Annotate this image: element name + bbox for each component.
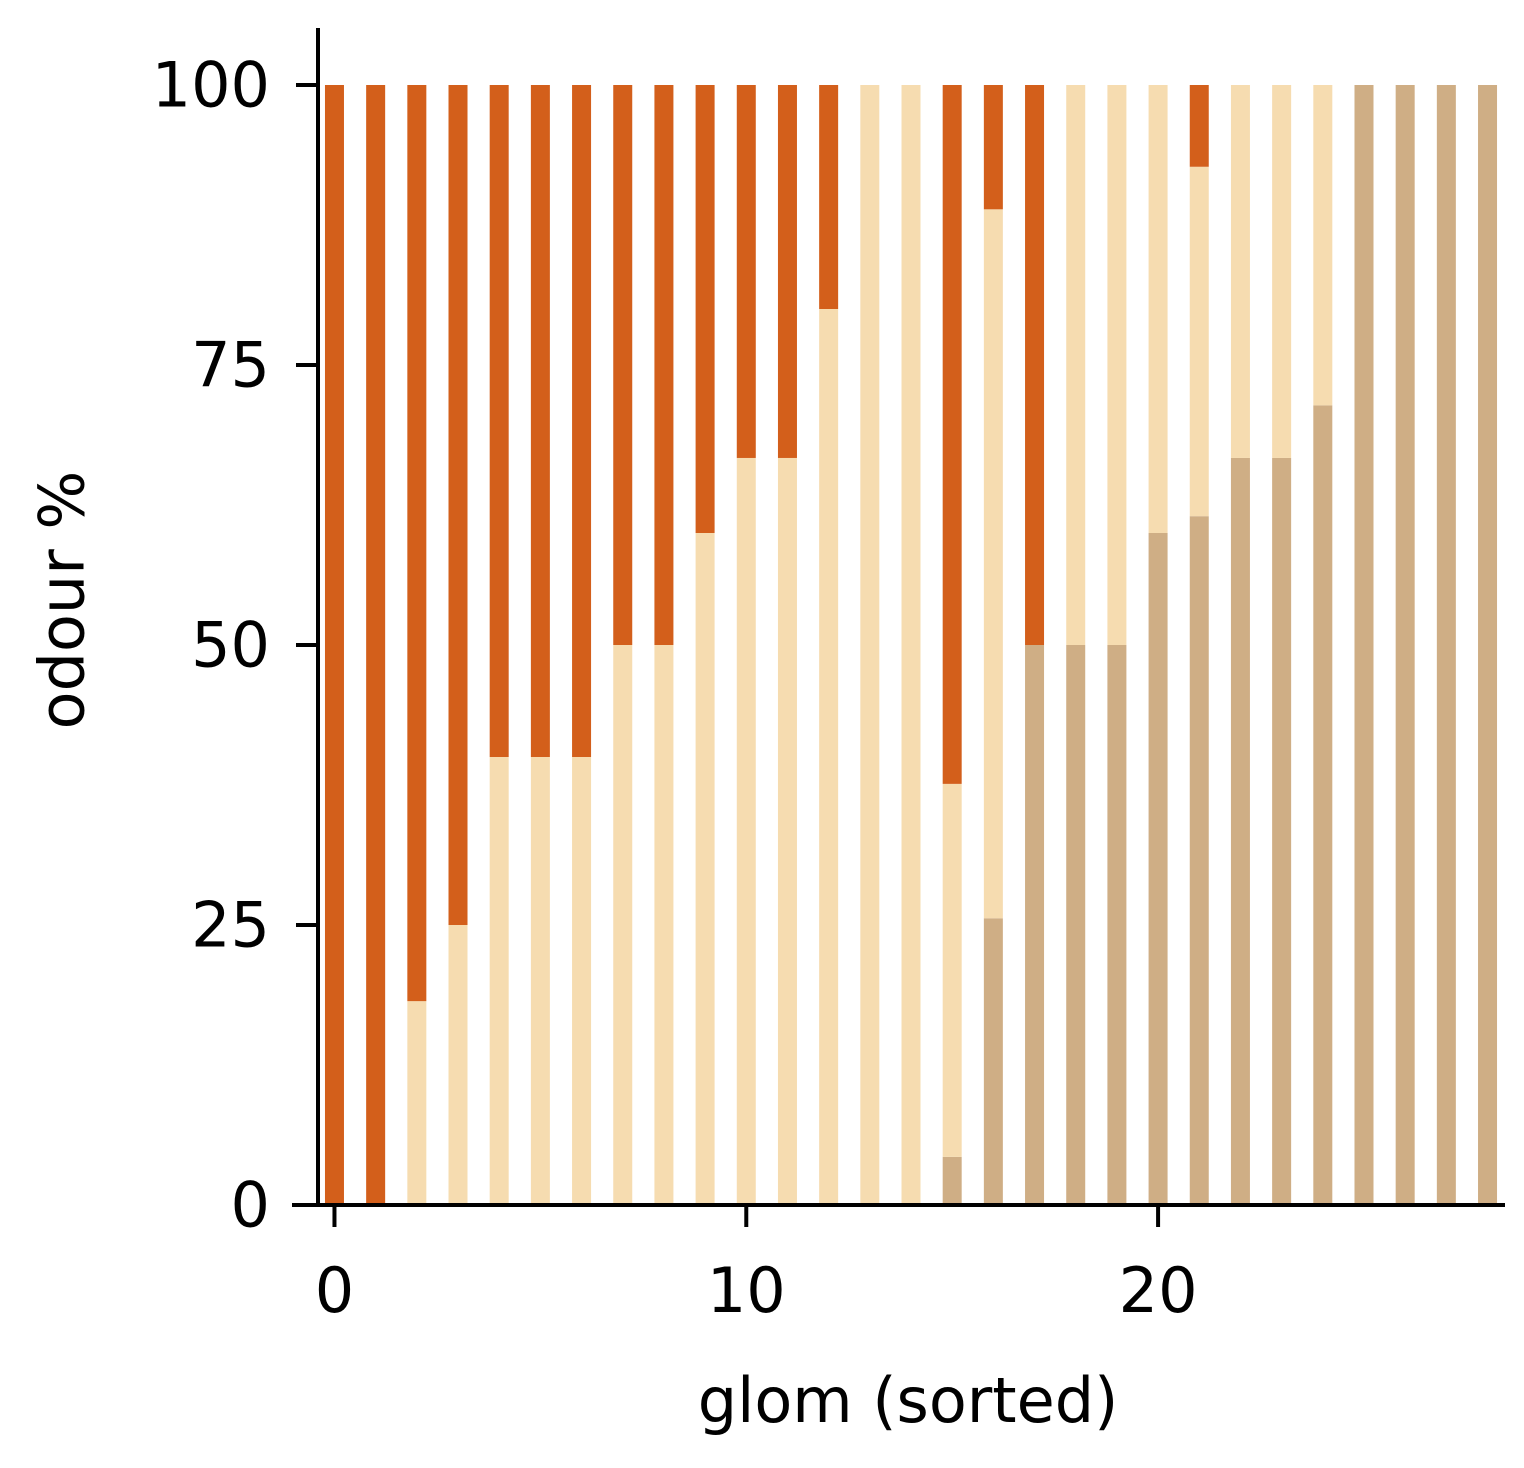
x-tick-label-20: 20 bbox=[1119, 1254, 1198, 1327]
bar-5-top bbox=[530, 85, 550, 757]
bar-16-bottom bbox=[983, 918, 1003, 1205]
y-axis-title: odour % bbox=[26, 471, 99, 730]
bar-11-middle bbox=[777, 457, 797, 1206]
bar-22-middle bbox=[1230, 85, 1250, 458]
bar-4-top bbox=[489, 85, 509, 757]
bar-15-middle bbox=[942, 783, 962, 1157]
bar-24-bottom bbox=[1313, 405, 1333, 1205]
bar-15-bottom bbox=[942, 1156, 962, 1205]
bar-17-top bbox=[1025, 85, 1045, 645]
bar-4-middle bbox=[489, 757, 509, 1205]
bar-7-top bbox=[613, 85, 633, 645]
bar-6-top bbox=[572, 85, 592, 757]
bar-18-middle bbox=[1066, 85, 1086, 645]
bar-15-top bbox=[942, 85, 962, 784]
bar-20-bottom bbox=[1148, 533, 1168, 1205]
bar-10-middle bbox=[736, 457, 756, 1206]
y-tick-label-50: 50 bbox=[191, 609, 270, 682]
bar-26-bottom bbox=[1395, 85, 1415, 1205]
bar-8-middle bbox=[654, 645, 674, 1205]
bar-2-top bbox=[407, 85, 427, 1002]
bars-layer bbox=[324, 85, 1498, 1206]
bar-23-middle bbox=[1272, 85, 1292, 458]
bar-12-top bbox=[819, 85, 839, 309]
bar-3-middle bbox=[448, 925, 468, 1205]
bar-23-bottom bbox=[1272, 457, 1292, 1206]
bar-2-middle bbox=[407, 1001, 427, 1205]
bar-9-middle bbox=[695, 533, 715, 1205]
y-tick-label-0: 0 bbox=[231, 1169, 270, 1242]
bar-14-middle bbox=[901, 85, 921, 1205]
bar-19-bottom bbox=[1107, 645, 1127, 1205]
bar-19-middle bbox=[1107, 85, 1127, 645]
y-tick-label-25: 25 bbox=[191, 889, 270, 962]
bar-10-top bbox=[736, 85, 756, 458]
bar-6-middle bbox=[572, 757, 592, 1205]
bar-16-middle bbox=[983, 209, 1003, 919]
bar-24-middle bbox=[1313, 85, 1333, 406]
bar-1-top bbox=[366, 85, 386, 1205]
bar-17-bottom bbox=[1025, 645, 1045, 1205]
bar-16-top bbox=[983, 85, 1003, 210]
bar-28-bottom bbox=[1478, 85, 1498, 1205]
bar-27-bottom bbox=[1436, 85, 1456, 1205]
bar-13-middle bbox=[860, 85, 880, 1205]
bar-0-top bbox=[324, 85, 344, 1205]
bar-8-top bbox=[654, 85, 674, 645]
y-tick-label-75: 75 bbox=[191, 329, 270, 402]
bar-9-top bbox=[695, 85, 715, 533]
bar-25-bottom bbox=[1354, 85, 1374, 1205]
x-axis-title: glom (sorted) bbox=[698, 1364, 1119, 1437]
bar-21-top bbox=[1189, 85, 1209, 167]
bar-3-top bbox=[448, 85, 468, 925]
bar-21-bottom bbox=[1189, 516, 1209, 1205]
x-tick-label-0: 0 bbox=[315, 1254, 354, 1327]
ticks-layer: 0 25 50 75 100 0 10 20 bbox=[152, 49, 1198, 1328]
bar-20-middle bbox=[1148, 85, 1168, 533]
bar-7-middle bbox=[613, 645, 633, 1205]
bar-5-middle bbox=[530, 757, 550, 1205]
bar-18-bottom bbox=[1066, 645, 1086, 1205]
y-tick-label-100: 100 bbox=[152, 49, 270, 122]
x-tick-label-10: 10 bbox=[707, 1254, 786, 1327]
bar-12-middle bbox=[819, 309, 839, 1205]
axes-layer bbox=[292, 28, 1505, 1207]
bar-11-top bbox=[777, 85, 797, 458]
bar-21-middle bbox=[1189, 166, 1209, 517]
bar-22-bottom bbox=[1230, 457, 1250, 1206]
